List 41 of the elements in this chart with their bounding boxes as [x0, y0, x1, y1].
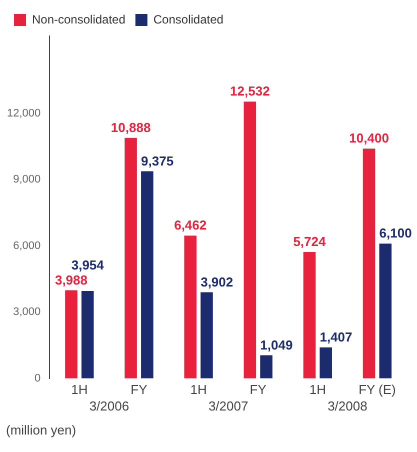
data-label: 3,954	[71, 257, 105, 272]
y-tick-label: 6,000	[13, 240, 41, 252]
x-tick-label: 1H	[309, 382, 326, 397]
data-label: 12,532	[230, 84, 270, 99]
x-tick-label: FY	[130, 382, 148, 397]
bar	[81, 291, 94, 378]
y-axis-title: (million yen)	[6, 422, 76, 438]
data-label: 3,902	[200, 274, 234, 290]
text: 3/2007	[208, 398, 248, 414]
data-label: 3,988	[54, 272, 88, 288]
text: 3/2008	[328, 398, 368, 414]
y-tick-label: 3,000	[13, 306, 41, 318]
data-label: 5,724	[293, 234, 326, 250]
y-tick-label: 0	[34, 372, 41, 384]
bar	[362, 148, 376, 378]
data-label: 10,888	[110, 120, 151, 135]
bar	[379, 244, 392, 378]
text: 3/2006	[89, 398, 130, 414]
bar	[124, 138, 137, 378]
y-tick-label: 12,000	[6, 107, 41, 120]
bar	[184, 236, 196, 378]
bar	[141, 171, 154, 378]
bar	[244, 102, 256, 378]
bar	[320, 347, 332, 378]
data-label: 6,100	[379, 226, 412, 241]
x-tick-label: FY	[250, 382, 267, 397]
bar	[200, 292, 213, 378]
bar	[65, 290, 78, 378]
bar	[260, 355, 272, 378]
data-label: 1,407	[320, 329, 352, 344]
x-tick-label: 1H	[71, 382, 88, 397]
data-label: 6,462	[174, 218, 207, 233]
legend-label: Consolidated	[153, 12, 224, 26]
x-tick-label: FY (E)	[358, 382, 396, 397]
data-label: 1,049	[260, 337, 293, 352]
x-tick-label: 1H	[190, 382, 207, 397]
y-tick-label: 9,000	[13, 174, 41, 186]
bar	[303, 252, 316, 378]
legend-label: Non-consolidated	[32, 12, 126, 26]
data-label: 10,400	[349, 130, 389, 146]
data-label: 9,375	[141, 153, 174, 168]
